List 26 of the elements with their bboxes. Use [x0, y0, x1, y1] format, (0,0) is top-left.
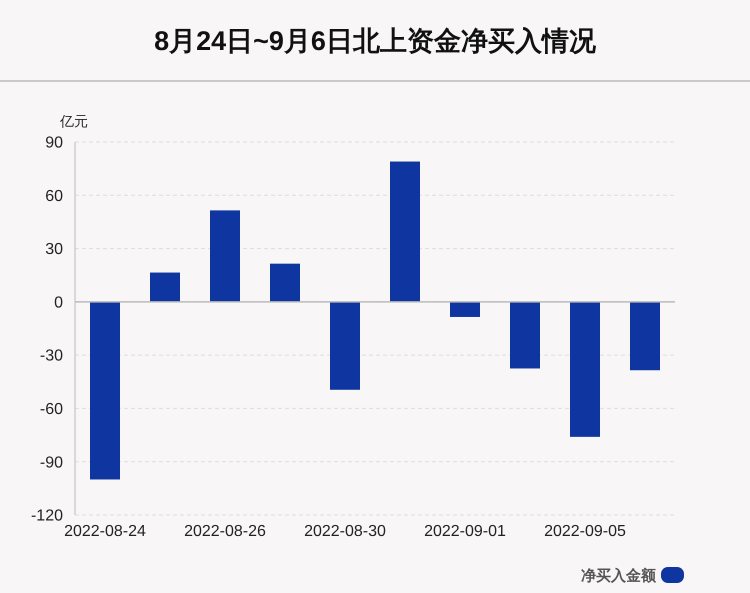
x-tick-label: 2022-08-24: [64, 523, 146, 540]
y-tick-label: -30: [40, 348, 64, 365]
y-tick-label: 30: [45, 241, 64, 258]
x-tick-label: 2022-08-26: [184, 523, 266, 540]
bar: [210, 210, 240, 302]
bar: [330, 302, 360, 390]
bar: [630, 302, 660, 370]
y-tick-label: 60: [45, 188, 64, 205]
bar: [90, 302, 120, 480]
bar: [570, 302, 600, 437]
y-tick-label: 0: [54, 294, 64, 312]
bar: [270, 264, 300, 302]
bar: [150, 272, 180, 302]
bar: [450, 302, 480, 317]
x-tick-label: 2022-09-05: [544, 523, 626, 540]
bar: [390, 162, 420, 302]
y-tick-label: -60: [40, 401, 64, 418]
chart-title: 8月24日~9月6日北上资金净买入情况: [154, 26, 597, 56]
y-tick-label: 90: [45, 134, 64, 152]
y-axis-title: 亿元: [59, 113, 88, 129]
x-tick-label: 2022-08-30: [304, 523, 386, 540]
y-tick-label: -90: [40, 454, 64, 472]
bar: [510, 302, 540, 368]
y-tick-label: -120: [30, 508, 64, 525]
legend-label: 净买入金额: [581, 566, 657, 584]
x-tick-label: 2022-09-01: [424, 523, 506, 540]
